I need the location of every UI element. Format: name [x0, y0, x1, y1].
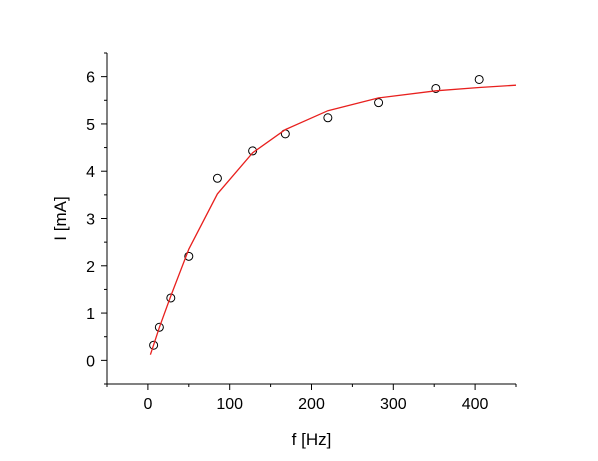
- data-point: [154, 322, 164, 332]
- data-point: [323, 113, 333, 123]
- x-tick-label: 300: [380, 396, 407, 413]
- y-tick-label: 0: [86, 353, 95, 370]
- y-tick-label: 3: [86, 212, 95, 229]
- x-tick-label: 0: [143, 396, 152, 413]
- data-point: [431, 83, 441, 93]
- y-tick-label: 2: [86, 259, 95, 276]
- x-axis-label: f [Hz]: [292, 430, 332, 449]
- axes: 0 100 200 300 400 0 1 2 3 4 5 6: [86, 52, 517, 413]
- y-tick-label: 4: [86, 164, 95, 181]
- y-tick-label: 6: [86, 70, 95, 87]
- data-point: [474, 74, 484, 84]
- x-tick-label: 400: [462, 396, 489, 413]
- fit-curve: [149, 84, 517, 355]
- data-point: [248, 146, 258, 156]
- data-point: [212, 173, 222, 183]
- y-tick-label: 5: [86, 117, 95, 134]
- data-point: [374, 98, 384, 108]
- data-point: [184, 251, 194, 261]
- x-tick-label: 100: [216, 396, 243, 413]
- x-tick-label: 200: [298, 396, 325, 413]
- y-tick-label: 1: [86, 306, 95, 323]
- data-point: [166, 293, 176, 303]
- plot-area: [149, 74, 517, 355]
- data-point: [149, 340, 159, 350]
- y-axis-label: I [mA]: [51, 196, 70, 240]
